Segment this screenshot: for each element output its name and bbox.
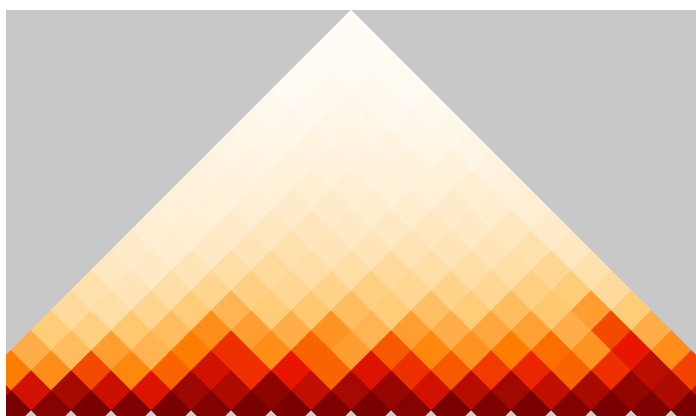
heatmap-cell [6,384,12,396]
heatmap-cell [330,10,372,51]
heatmap [6,10,696,416]
heatmap-cell [690,384,696,396]
